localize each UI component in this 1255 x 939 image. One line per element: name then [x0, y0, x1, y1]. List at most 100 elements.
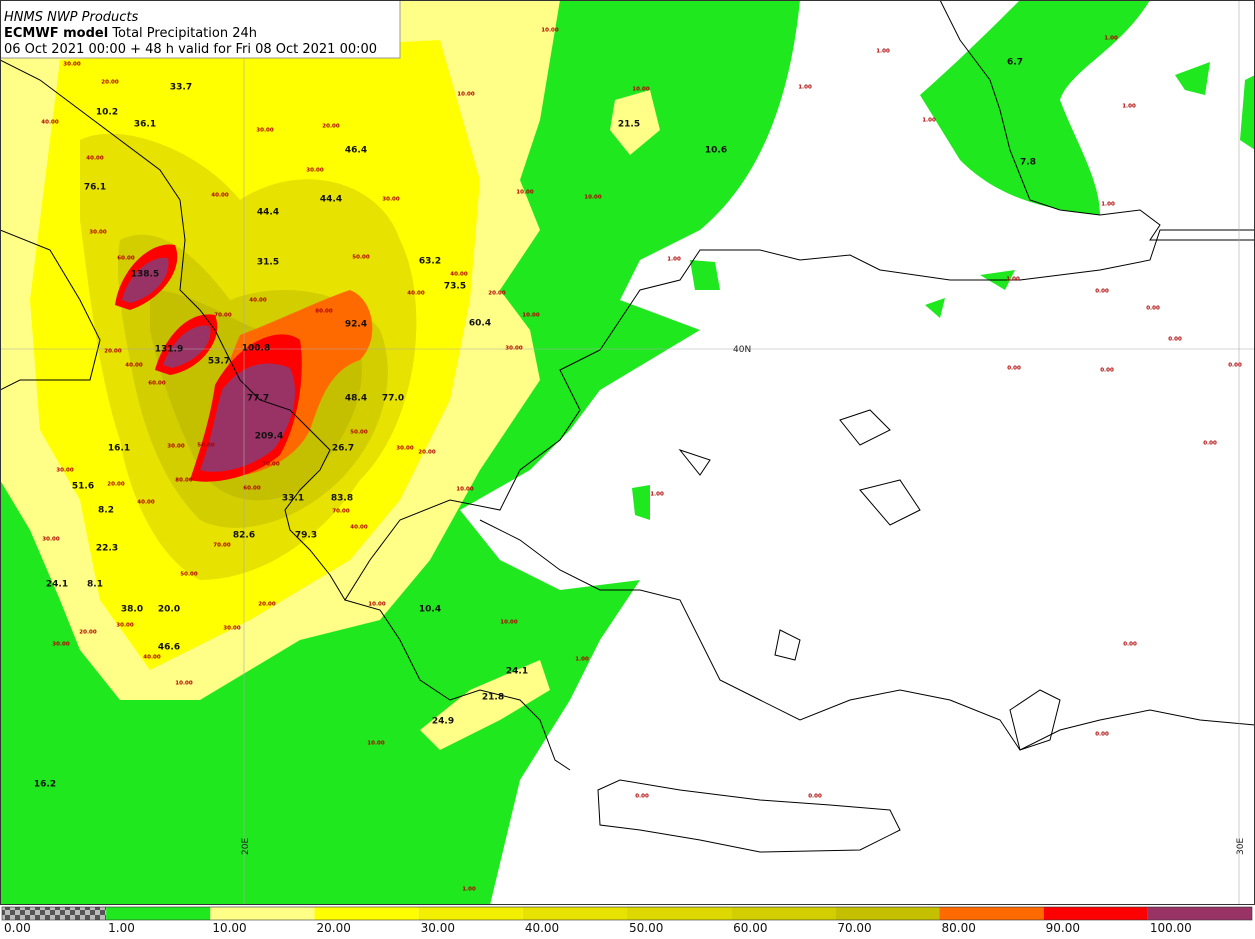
- contour-label: 0.00: [1146, 306, 1160, 312]
- maximum-label: 20.0: [158, 605, 180, 615]
- maximum-label: 73.5: [444, 282, 466, 292]
- contour-label: 70.00: [213, 543, 231, 549]
- maximum-label: 6.7: [1007, 58, 1023, 68]
- legend-swatch: [731, 907, 836, 920]
- legend-swatch: [1147, 907, 1252, 920]
- contour-label: 30.00: [223, 626, 241, 632]
- maximum-label: 82.6: [233, 531, 255, 541]
- map-labels: 30.00 20.00 40.00 30.00 20.00 40.00 30.00 40.00…: [34, 28, 1242, 893]
- legend-swatch: [627, 907, 732, 920]
- maximum-label: 24.9: [432, 717, 454, 727]
- legend-label: 90.00: [1046, 921, 1080, 935]
- maximum-label: 22.3: [96, 544, 118, 554]
- contour-label: 10.00: [368, 602, 386, 608]
- maximum-label: 79.3: [295, 531, 317, 541]
- contour-label: 0.00: [1007, 366, 1021, 372]
- precip-fields: [0, 0, 1255, 905]
- maximum-label: 24.1: [46, 580, 68, 590]
- contour-label: 10.00: [541, 28, 559, 34]
- maximum-label: 209.4: [255, 432, 283, 442]
- contour-label: 10.00: [457, 92, 475, 98]
- maximum-label: 100.8: [242, 344, 270, 354]
- contour-label: 0.00: [1203, 441, 1217, 447]
- contour-label: 20.00: [418, 450, 436, 456]
- maximum-label: 8.2: [98, 506, 114, 516]
- contour-label: 1.00: [1104, 36, 1118, 42]
- header-box: HNMS NWP Products ECMWF model Total Prec…: [0, 0, 401, 59]
- maximum-label: 33.7: [170, 83, 192, 93]
- maximum-label: 77.0: [382, 394, 404, 404]
- contour-label: 40.00: [450, 272, 468, 278]
- contour-label: 0.00: [1095, 289, 1109, 295]
- contour-label: 30.00: [63, 62, 81, 68]
- contour-label: 30.00: [89, 230, 107, 236]
- legend-label: 80.00: [942, 921, 976, 935]
- contour-label: 30.00: [505, 346, 523, 352]
- legend-swatch: [314, 907, 419, 920]
- contour-label: 1.00: [462, 887, 476, 893]
- legend-label: 20.00: [317, 921, 351, 935]
- legend-label: 100.00: [1150, 921, 1192, 935]
- contour-label: 30.00: [167, 444, 185, 450]
- maximum-label: 16.1: [108, 444, 130, 454]
- contour-label: 20.00: [488, 291, 506, 297]
- contour-label: 1.00: [650, 492, 664, 498]
- maximum-label: 51.6: [72, 482, 94, 492]
- legend-swatch: [522, 907, 627, 920]
- grid-label: 30E: [1236, 838, 1246, 855]
- maximum-label: 60.4: [469, 319, 491, 329]
- contour-label: 80.00: [315, 309, 333, 315]
- contour-label: 10.00: [500, 620, 518, 626]
- legend-label: 10.00: [212, 921, 246, 935]
- header-background: [0, 0, 401, 59]
- legend-label: 70.00: [837, 921, 871, 935]
- legend-label: 30.00: [421, 921, 455, 935]
- contour-label: 20.00: [104, 349, 122, 355]
- maximum-label: 16.2: [34, 780, 56, 790]
- contour-label: 0.00: [1228, 363, 1242, 369]
- contour-label: 40.00: [407, 291, 425, 297]
- contour-label: 20.00: [322, 124, 340, 130]
- graticule: [0, 0, 1255, 905]
- contour-label: 1.00: [1122, 104, 1136, 110]
- contour-label: 30.00: [256, 128, 274, 134]
- maximum-label: 138.5: [131, 270, 159, 280]
- contour-label: 1.00: [667, 257, 681, 263]
- maximum-label: 53.7: [208, 357, 230, 367]
- contour-label: 10.00: [456, 487, 474, 493]
- maximum-label: 83.8: [331, 494, 353, 504]
- maximum-label: 31.5: [257, 258, 279, 268]
- maximum-label: 44.4: [257, 208, 279, 218]
- contour-label: 1.00: [1006, 277, 1020, 283]
- contour-label: 0.00: [1123, 642, 1137, 648]
- contour-label: 40.00: [137, 500, 155, 506]
- maximum-label: 10.6: [705, 146, 727, 156]
- maximum-label: 24.1: [506, 667, 528, 677]
- contour-label: 80.00: [175, 478, 193, 484]
- contour-label: 50.00: [197, 443, 215, 449]
- contour-label: 0.00: [808, 794, 822, 800]
- contour-label: 1.00: [575, 657, 589, 663]
- legend-swatch: [835, 907, 940, 920]
- contour-label: 10.00: [632, 87, 650, 93]
- maximum-label: 10.2: [96, 108, 118, 118]
- maximum-label: 10.4: [419, 605, 441, 615]
- contour-label: 60.00: [117, 256, 135, 262]
- header-line: 06 Oct 2021 00:00 + 48 h valid for Fri 0…: [4, 42, 377, 57]
- legend-swatch: [2, 907, 107, 920]
- contour-label: 10.00: [584, 195, 602, 201]
- maximum-label: 48.4: [345, 394, 367, 404]
- legend-swatch: [106, 907, 211, 920]
- contour-label: 1.00: [922, 118, 936, 124]
- maximum-label: 21.8: [482, 693, 504, 703]
- contour-label: 40.00: [350, 525, 368, 531]
- legend-swatch: [939, 907, 1044, 920]
- legend-label: 0.00: [4, 921, 31, 935]
- contour-label: 40.00: [41, 120, 59, 126]
- contour-label: 0.00: [1168, 337, 1182, 343]
- contour-label: 30.00: [306, 168, 324, 174]
- contour-label: 30.00: [52, 642, 70, 648]
- contour-label: 10.00: [522, 313, 540, 319]
